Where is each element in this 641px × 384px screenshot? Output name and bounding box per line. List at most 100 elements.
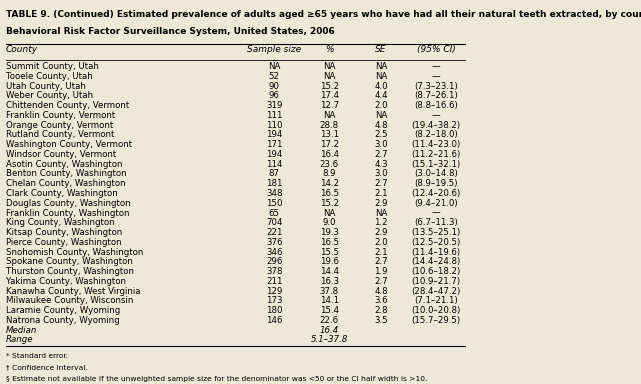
Text: 15.2: 15.2 — [320, 82, 339, 91]
Text: Natrona County, Wyoming: Natrona County, Wyoming — [6, 316, 120, 325]
Text: (10.6–18.2): (10.6–18.2) — [412, 267, 461, 276]
Text: 14.2: 14.2 — [320, 179, 339, 188]
Text: 37.8: 37.8 — [320, 286, 339, 296]
Text: 16.5: 16.5 — [320, 238, 339, 247]
Text: Windsor County, Vermont: Windsor County, Vermont — [6, 150, 116, 159]
Text: Range: Range — [6, 335, 33, 344]
Text: NA: NA — [323, 72, 335, 81]
Text: (8.8–16.6): (8.8–16.6) — [414, 101, 458, 110]
Text: 2.7: 2.7 — [374, 277, 388, 286]
Text: (15.1–32.1): (15.1–32.1) — [412, 160, 461, 169]
Text: Benton County, Washington: Benton County, Washington — [6, 169, 127, 179]
Text: 211: 211 — [266, 277, 283, 286]
Text: 2.5: 2.5 — [374, 131, 388, 139]
Text: 96: 96 — [269, 91, 279, 101]
Text: Douglas County, Washington: Douglas County, Washington — [6, 199, 131, 208]
Text: (95% CI): (95% CI) — [417, 45, 455, 55]
Text: 2.1: 2.1 — [374, 189, 388, 198]
Text: 12.7: 12.7 — [320, 101, 339, 110]
Text: † Confidence interval.: † Confidence interval. — [6, 365, 88, 371]
Text: NA: NA — [375, 209, 387, 217]
Text: 3.0: 3.0 — [374, 140, 388, 149]
Text: Behavioral Risk Factor Surveillance System, United States, 2006: Behavioral Risk Factor Surveillance Syst… — [6, 27, 335, 36]
Text: 19.3: 19.3 — [320, 228, 339, 237]
Text: Sample size: Sample size — [247, 45, 301, 55]
Text: 17.2: 17.2 — [320, 140, 339, 149]
Text: 4.3: 4.3 — [374, 160, 388, 169]
Text: Laramie County, Wyoming: Laramie County, Wyoming — [6, 306, 121, 315]
Text: (10.0–20.8): (10.0–20.8) — [412, 306, 461, 315]
Text: 2.7: 2.7 — [374, 179, 388, 188]
Text: 114: 114 — [266, 160, 283, 169]
Text: Pierce County, Washington: Pierce County, Washington — [6, 238, 122, 247]
Text: 13.1: 13.1 — [320, 131, 339, 139]
Text: 87: 87 — [269, 169, 280, 179]
Text: 194: 194 — [266, 131, 283, 139]
Text: 3.0: 3.0 — [374, 169, 388, 179]
Text: 376: 376 — [266, 238, 283, 247]
Text: (8.7–26.1): (8.7–26.1) — [414, 91, 458, 101]
Text: 14.4: 14.4 — [320, 267, 339, 276]
Text: 2.9: 2.9 — [374, 199, 388, 208]
Text: Median: Median — [6, 326, 37, 334]
Text: Chelan County, Washington: Chelan County, Washington — [6, 179, 126, 188]
Text: 2.1: 2.1 — [374, 248, 388, 257]
Text: 2.0: 2.0 — [374, 238, 388, 247]
Text: 146: 146 — [266, 316, 283, 325]
Text: 1.9: 1.9 — [374, 267, 388, 276]
Text: (3.0–14.8): (3.0–14.8) — [414, 169, 458, 179]
Text: Washington County, Vermont: Washington County, Vermont — [6, 140, 132, 149]
Text: (8.2–18.0): (8.2–18.0) — [414, 131, 458, 139]
Text: Utah County, Utah: Utah County, Utah — [6, 82, 86, 91]
Text: 17.4: 17.4 — [320, 91, 339, 101]
Text: 4.4: 4.4 — [374, 91, 388, 101]
Text: 150: 150 — [266, 199, 283, 208]
Text: (6.7–11.3): (6.7–11.3) — [414, 218, 458, 227]
Text: (10.9–21.7): (10.9–21.7) — [412, 277, 460, 286]
Text: NA: NA — [375, 111, 387, 120]
Text: Franklin County, Vermont: Franklin County, Vermont — [6, 111, 115, 120]
Text: (8.9–19.5): (8.9–19.5) — [414, 179, 458, 188]
Text: 16.5: 16.5 — [320, 189, 339, 198]
Text: (9.4–21.0): (9.4–21.0) — [414, 199, 458, 208]
Text: 15.4: 15.4 — [320, 306, 339, 315]
Text: 221: 221 — [266, 228, 283, 237]
Text: NA: NA — [268, 62, 281, 71]
Text: (15.7–29.5): (15.7–29.5) — [412, 316, 460, 325]
Text: (13.5–25.1): (13.5–25.1) — [412, 228, 461, 237]
Text: SE: SE — [375, 45, 387, 55]
Text: 2.7: 2.7 — [374, 257, 388, 266]
Text: Summit County, Utah: Summit County, Utah — [6, 62, 99, 71]
Text: County: County — [6, 45, 38, 55]
Text: 28.8: 28.8 — [320, 121, 339, 130]
Text: NA: NA — [323, 209, 335, 217]
Text: 348: 348 — [266, 189, 283, 198]
Text: King County, Washington: King County, Washington — [6, 218, 115, 227]
Text: 65: 65 — [269, 209, 280, 217]
Text: (7.1–21.1): (7.1–21.1) — [414, 296, 458, 305]
Text: * Standard error.: * Standard error. — [6, 353, 68, 359]
Text: 378: 378 — [266, 267, 283, 276]
Text: 111: 111 — [266, 111, 283, 120]
Text: Orange County, Vermont: Orange County, Vermont — [6, 121, 113, 130]
Text: 319: 319 — [266, 101, 283, 110]
Text: 180: 180 — [266, 306, 283, 315]
Text: 4.8: 4.8 — [374, 121, 388, 130]
Text: 3.6: 3.6 — [374, 296, 388, 305]
Text: —: — — [431, 62, 440, 71]
Text: 2.8: 2.8 — [374, 306, 388, 315]
Text: Spokane County, Washington: Spokane County, Washington — [6, 257, 133, 266]
Text: 4.0: 4.0 — [374, 82, 388, 91]
Text: Rutland County, Vermont: Rutland County, Vermont — [6, 131, 115, 139]
Text: 110: 110 — [266, 121, 283, 130]
Text: 2.7: 2.7 — [374, 150, 388, 159]
Text: Weber County, Utah: Weber County, Utah — [6, 91, 93, 101]
Text: 194: 194 — [266, 150, 283, 159]
Text: 1.2: 1.2 — [374, 218, 388, 227]
Text: %: % — [325, 45, 333, 55]
Text: 296: 296 — [266, 257, 283, 266]
Text: 5.1–37.8: 5.1–37.8 — [311, 335, 348, 344]
Text: —: — — [431, 209, 440, 217]
Text: (7.3–23.1): (7.3–23.1) — [414, 82, 458, 91]
Text: NA: NA — [375, 62, 387, 71]
